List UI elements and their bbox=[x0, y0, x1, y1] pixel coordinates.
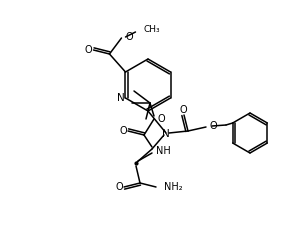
Text: NH: NH bbox=[156, 146, 171, 156]
Text: CH₃: CH₃ bbox=[143, 25, 160, 34]
Text: O: O bbox=[85, 45, 92, 55]
Text: O: O bbox=[158, 114, 165, 124]
Text: O: O bbox=[119, 126, 127, 136]
Text: O: O bbox=[210, 121, 218, 131]
Text: N: N bbox=[117, 93, 124, 103]
Text: O: O bbox=[179, 105, 187, 115]
Text: N: N bbox=[162, 129, 170, 139]
Text: O: O bbox=[126, 32, 133, 42]
Text: NH₂: NH₂ bbox=[164, 182, 183, 192]
Text: O: O bbox=[115, 182, 123, 192]
